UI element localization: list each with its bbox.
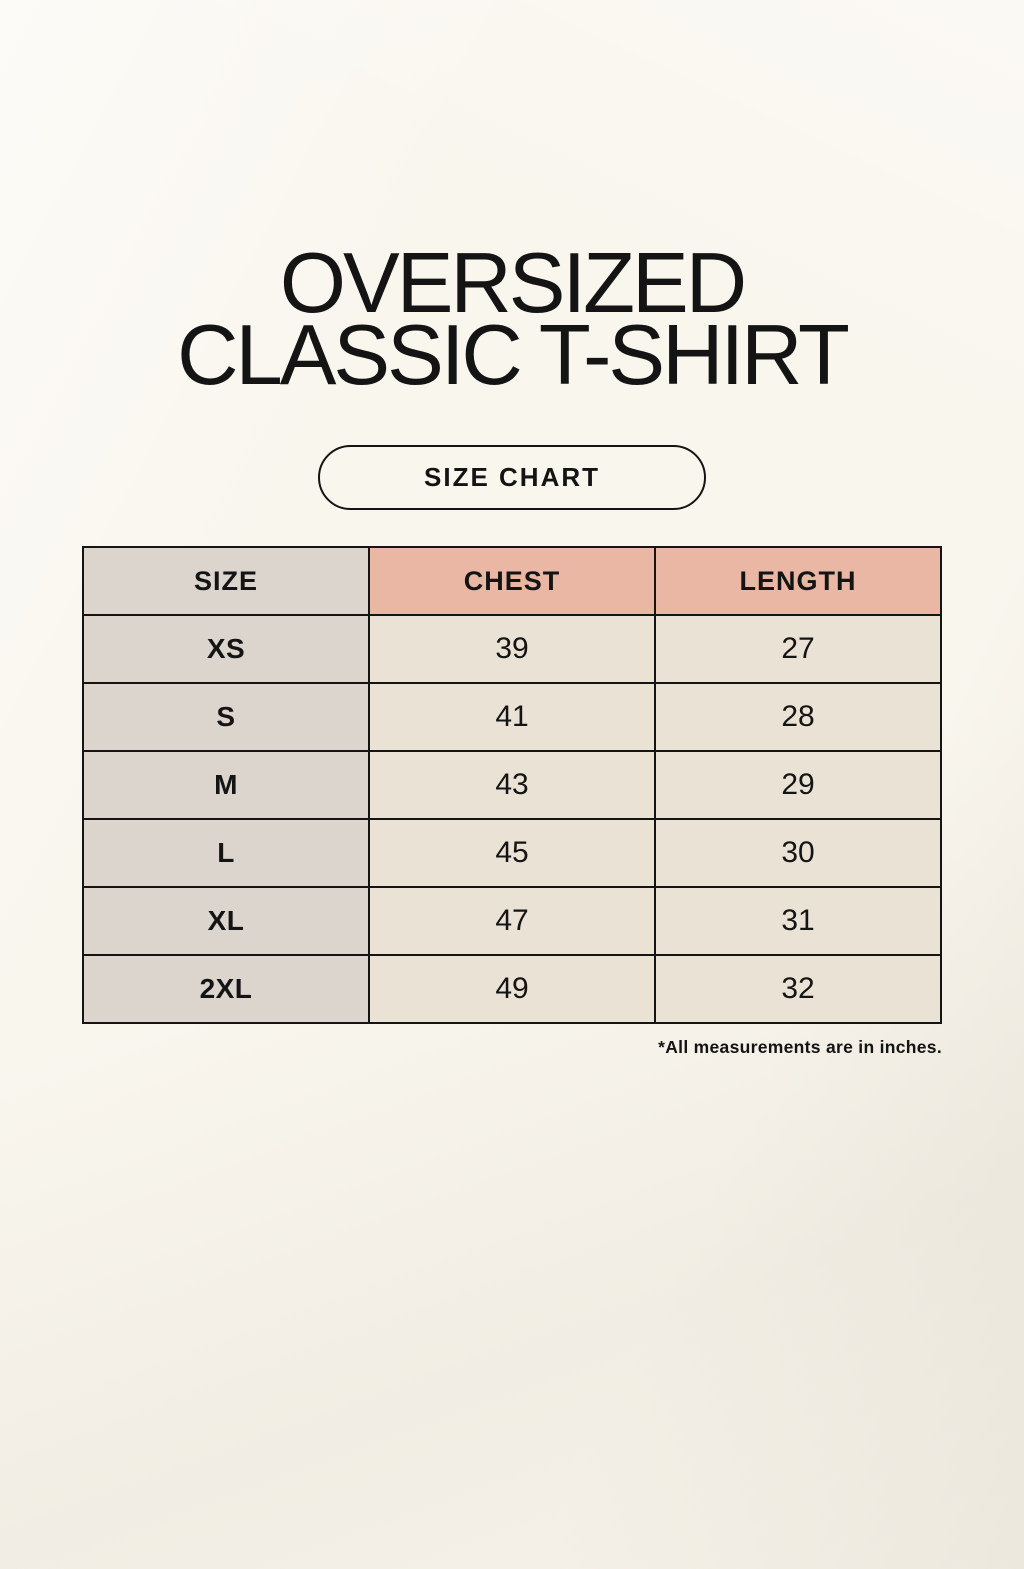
length-column-header: LENGTH — [654, 546, 942, 616]
table-row: XS 39 27 — [82, 614, 942, 684]
table-row: L 45 30 — [82, 818, 942, 888]
table-row: S 41 28 — [82, 682, 942, 752]
product-title-line2: CLASSIC T-SHIRT — [177, 308, 850, 403]
chest-cell: 45 — [368, 818, 656, 888]
size-column-header: SIZE — [82, 546, 370, 616]
size-cell: XL — [82, 886, 370, 956]
size-cell: M — [82, 750, 370, 820]
length-cell: 27 — [654, 614, 942, 684]
length-cell: 29 — [654, 750, 942, 820]
size-chart-badge: SIZE CHART — [318, 445, 706, 510]
size-table: SIZE CHEST LENGTH XS 39 27 S 41 28 M 43 … — [82, 546, 942, 1024]
length-cell: 31 — [654, 886, 942, 956]
size-chart-badge-label: SIZE CHART — [424, 462, 600, 492]
size-cell: L — [82, 818, 370, 888]
size-cell: 2XL — [82, 954, 370, 1024]
measurement-unit-note: *All measurements are in inches. — [658, 1037, 942, 1057]
chest-cell: 47 — [368, 886, 656, 956]
product-title: OVERSIZED CLASSIC T-SHIRT — [0, 236, 1024, 403]
chest-cell: 43 — [368, 750, 656, 820]
chest-column-header: CHEST — [368, 546, 656, 616]
chest-cell: 39 — [368, 614, 656, 684]
table-row: 2XL 49 32 — [82, 954, 942, 1024]
length-cell: 30 — [654, 818, 942, 888]
chest-cell: 49 — [368, 954, 656, 1024]
table-row: M 43 29 — [82, 750, 942, 820]
table-row: XL 47 31 — [82, 886, 942, 956]
length-cell: 32 — [654, 954, 942, 1024]
size-cell: S — [82, 682, 370, 752]
length-cell: 28 — [654, 682, 942, 752]
table-header-row: SIZE CHEST LENGTH — [82, 546, 942, 616]
size-chart-page: { "header": { "title_line1": "OVERSIZED"… — [0, 236, 1024, 1569]
chest-cell: 41 — [368, 682, 656, 752]
size-cell: XS — [82, 614, 370, 684]
product-title-line1: OVERSIZED — [279, 236, 747, 331]
